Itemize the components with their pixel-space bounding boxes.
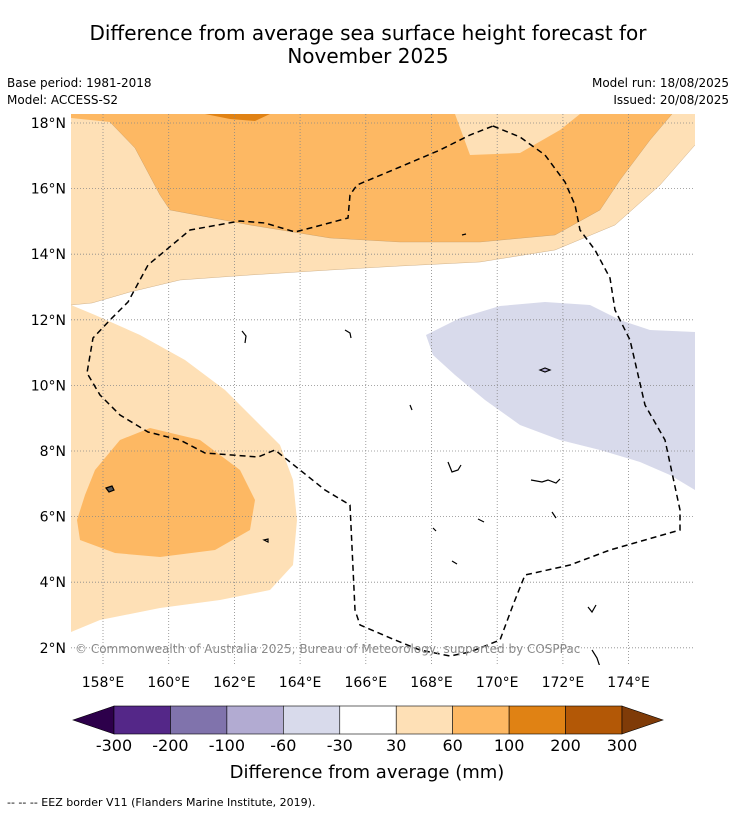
- longitude-labels: 158°E 160°E 162°E 164°E 166°E 168°E 170°E 172°E…: [82, 675, 650, 691]
- copyright-text: © Commonwealth of Australia 2025, Bureau…: [75, 642, 580, 656]
- colorbar-tick-label: 60: [442, 736, 462, 755]
- map-gridlines: [71, 114, 695, 665]
- latitude-label: 18°N: [31, 116, 66, 132]
- colorbar-box: [565, 705, 623, 735]
- contour-outlines: [71, 114, 695, 306]
- colorbar-tick-label: 100: [494, 736, 525, 755]
- colorbar-title: Difference from average (mm): [230, 762, 505, 783]
- meta-left: Base period: 1981-2018 Model: ACCESS-S2: [7, 75, 152, 109]
- map-title: Difference from average sea surface heig…: [0, 22, 736, 68]
- colorbar-tick-label: -100: [209, 736, 245, 755]
- colorbar-box: [508, 705, 566, 735]
- longitude-label: 166°E: [345, 675, 388, 691]
- colorbar-box: [226, 705, 284, 735]
- colorbar-box: [452, 705, 510, 735]
- longitude-label: 174°E: [607, 675, 650, 691]
- eez-border: [86, 125, 681, 657]
- map-plot-area: © Commonwealth of Australia 2025, Bureau…: [71, 114, 695, 665]
- base-period-text: Base period: 1981-2018: [7, 76, 152, 90]
- colorbar-high-extension: [621, 705, 664, 735]
- island-outline: [591, 649, 600, 665]
- island-outline: [344, 329, 352, 339]
- island-outline: [105, 485, 115, 493]
- colorbar-tick-labels: -300 -200 -100 -60 -30 30 60 100 200 300: [96, 736, 637, 755]
- anomaly-region-east-negative-30-60: [426, 302, 695, 490]
- island-outline: [538, 367, 552, 373]
- colorbar-tick-label: -200: [152, 736, 188, 755]
- colorbar-tick-label: -60: [270, 736, 296, 755]
- latitude-label: 2°N: [40, 641, 66, 657]
- island-outline: [447, 461, 462, 473]
- colorbar-tick-label: 300: [607, 736, 638, 755]
- colorbar-box: [395, 705, 453, 735]
- longitude-label: 172°E: [542, 675, 585, 691]
- latitude-label: 6°N: [40, 510, 66, 526]
- island-outline: [451, 560, 458, 565]
- island-outline: [461, 233, 467, 236]
- model-run-text: Model run: 18/08/2025: [591, 76, 729, 90]
- map-title-line-1: Difference from average sea surface heig…: [89, 21, 647, 45]
- longitude-label: 164°E: [279, 675, 322, 691]
- anomaly-region-southwest-60-100: [77, 428, 255, 557]
- colorbar: -300 -200 -100 -60 -30 30 60 100 200 300 Differen…: [72, 705, 664, 783]
- islands: [105, 233, 600, 665]
- longitude-label: 170°E: [476, 675, 519, 691]
- colorbar-tick-label: -30: [327, 736, 353, 755]
- longitude-label: 162°E: [213, 675, 256, 691]
- latitude-label: 12°N: [31, 313, 66, 329]
- colorbar-tick-label: 30: [386, 736, 406, 755]
- meta-right: Model run: 18/08/2025 Issued: 20/08/2025: [592, 75, 729, 109]
- island-outline: [262, 538, 269, 543]
- island-outline: [409, 404, 413, 411]
- colorbar-boxes: [113, 705, 623, 735]
- anomaly-region-north-60-100: [71, 114, 695, 242]
- colorbar-box: [339, 705, 397, 735]
- longitude-label: 160°E: [147, 675, 190, 691]
- island-outline: [551, 511, 557, 519]
- colorbar-box: [113, 705, 171, 735]
- latitude-label: 10°N: [31, 378, 66, 394]
- island-outline: [530, 478, 561, 484]
- latitude-label: 4°N: [40, 575, 66, 591]
- latitude-label: 16°N: [31, 182, 66, 198]
- longitude-label: 158°E: [82, 675, 125, 691]
- latitude-label: 14°N: [31, 247, 66, 263]
- latitude-label: 8°N: [40, 444, 66, 460]
- anomaly-region-north-100-200: [205, 114, 270, 121]
- colorbar-low-extension: [72, 705, 115, 735]
- colorbar-tick-label: -300: [96, 736, 132, 755]
- map-title-line-2: November 2025: [287, 44, 449, 68]
- island-outline: [241, 330, 247, 344]
- issued-text: Issued: 20/08/2025: [613, 93, 729, 107]
- colorbar-box: [170, 705, 228, 735]
- longitude-label: 168°E: [410, 675, 453, 691]
- model-text: Model: ACCESS-S2: [7, 93, 119, 107]
- eez-footnote: -- -- -- EEZ border V11 (Flanders Marine…: [7, 796, 316, 809]
- island-outline: [587, 604, 597, 614]
- colorbar-box: [283, 705, 341, 735]
- colorbar-tick-label: 200: [550, 736, 581, 755]
- island-outline: [432, 527, 437, 532]
- island-outline: [477, 518, 485, 523]
- latitude-labels: 18°N 16°N 14°N 12°N 10°N 8°N 6°N 4°N 2°N: [31, 116, 66, 657]
